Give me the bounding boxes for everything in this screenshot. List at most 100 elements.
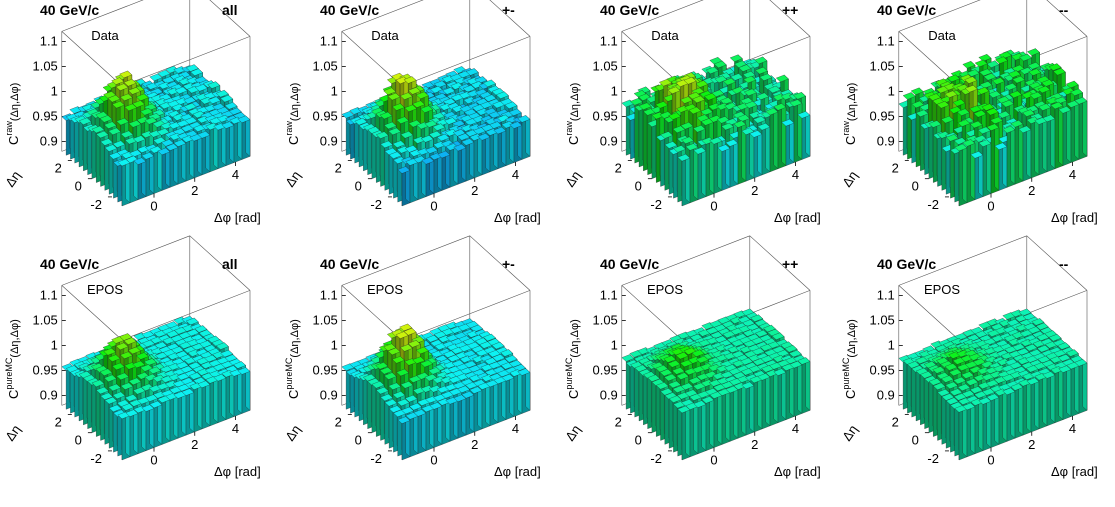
frame-edge <box>341 31 403 87</box>
charge-label: +- <box>502 256 515 272</box>
y-axis: -2 02 <box>892 414 949 466</box>
y-axis: -2 02 <box>335 160 392 212</box>
bar <box>1018 378 1032 436</box>
y-tick-label: 2 <box>55 415 62 430</box>
bar <box>405 158 419 204</box>
energy-label: 40 GeV/c <box>320 2 380 18</box>
z-tick-label: 1 <box>51 83 58 98</box>
frame-edge <box>769 0 811 37</box>
bar <box>701 136 715 197</box>
x-tick-label: 2 <box>1028 437 1035 452</box>
frame-edge <box>61 31 123 87</box>
bar <box>1034 372 1048 430</box>
frame-edge <box>1026 235 1088 291</box>
y-axis: -2 02 <box>335 414 392 466</box>
bar <box>978 397 992 451</box>
bar <box>125 155 139 204</box>
bar <box>117 158 131 207</box>
x-axis-title: Δφ [rad] <box>774 464 821 479</box>
z-tick-label: 1 <box>51 337 58 352</box>
bar <box>237 115 251 160</box>
z-tick-label: 0.9 <box>877 387 895 402</box>
z-tick-label: 1 <box>611 83 618 98</box>
x-tick-label: 2 <box>751 437 758 452</box>
z-tick-label: 1.1 <box>40 287 58 302</box>
bar <box>517 368 531 414</box>
bar <box>157 395 171 445</box>
z-axis-title: Craw(Δη,Δφ) <box>284 83 301 145</box>
y-axis-title: Δη <box>839 422 860 444</box>
x-axis: 0 2 4 <box>987 162 1076 214</box>
frame-edge <box>61 235 190 286</box>
bar <box>493 126 507 170</box>
x-axis: 0 2 4 <box>430 162 519 214</box>
bar <box>970 150 984 201</box>
bar <box>501 120 515 166</box>
bar <box>1010 119 1024 185</box>
energy-label: 40 GeV/c <box>600 2 660 18</box>
frame-edge <box>121 36 251 87</box>
z-tick-label: 1.05 <box>32 58 57 73</box>
z-tick-label: 0.9 <box>40 133 58 148</box>
z-axis-title: CpureMC(Δη,Δφ) <box>284 319 301 399</box>
source-label: EPOS <box>923 282 961 297</box>
z-axis: 0.9 0.95 1 1.05 1.1 <box>312 287 346 402</box>
y-tick-label: 2 <box>615 161 622 176</box>
y-tick-label: 2 <box>335 161 342 176</box>
y-axis: -2 02 <box>615 414 672 466</box>
y-tick-label: 2 <box>615 415 622 430</box>
panel-data-minus-minus: 0.9 0.95 1 1.05 1.1 Craw(Δη,Δφ) 0 2 4 Δφ [rad] -2 0… <box>837 0 1115 253</box>
y-axis: -2 02 <box>615 160 672 212</box>
bars <box>61 64 251 207</box>
frame-edge <box>898 235 1027 286</box>
bar <box>149 145 163 194</box>
x-tick-label: 4 <box>512 421 519 436</box>
bar <box>509 369 523 417</box>
z-tick-label: 0.95 <box>592 362 617 377</box>
energy-label: 40 GeV/c <box>877 256 937 272</box>
y-axis: -2 02 <box>55 160 112 212</box>
bar <box>962 402 976 458</box>
bar <box>509 121 523 163</box>
frame-edge <box>121 290 251 341</box>
z-axis: 0.9 0.95 1 1.05 1.1 <box>312 33 346 148</box>
bar <box>725 385 739 442</box>
y-axis: -2 02 <box>892 160 949 212</box>
frame-edge <box>1046 0 1088 37</box>
bar <box>229 116 243 163</box>
bar <box>237 367 251 414</box>
x-tick-label: 4 <box>232 421 239 436</box>
bar <box>1002 387 1016 442</box>
bar <box>477 132 491 176</box>
y-axis-title: Δη <box>2 168 23 190</box>
y-axis-title: Δη <box>282 422 303 444</box>
bar <box>1066 100 1080 163</box>
z-tick-label: 1.05 <box>312 58 337 73</box>
y-tick-label: -2 <box>370 197 382 212</box>
frame-edge <box>61 285 123 341</box>
x-axis-title: Δφ [rad] <box>214 210 261 225</box>
y-tick-label: 0 <box>75 179 82 194</box>
x-tick-label: 4 <box>1069 421 1076 436</box>
z-tick-label: 1 <box>888 83 895 98</box>
charge-label: +- <box>502 2 515 18</box>
z-tick-label: 1.1 <box>320 287 338 302</box>
panel-data-plus-minus: 0.9 0.95 1 1.05 1.1 Craw(Δη,Δφ) 0 2 4 Δφ [rad] -2 0… <box>280 0 558 253</box>
bar <box>749 375 763 433</box>
bar <box>773 368 787 424</box>
bar <box>501 373 515 420</box>
bar <box>453 394 467 439</box>
frame-edge <box>341 235 470 286</box>
bar <box>685 143 699 204</box>
z-axis: 0.9 0.95 1 1.05 1.1 <box>869 33 903 148</box>
charge-label: all <box>222 256 238 272</box>
bar <box>117 411 131 461</box>
bar <box>757 122 771 176</box>
x-tick-label: 2 <box>1028 183 1035 198</box>
z-axis-title: Craw(Δη,Δφ) <box>564 83 581 145</box>
bar <box>517 115 531 160</box>
